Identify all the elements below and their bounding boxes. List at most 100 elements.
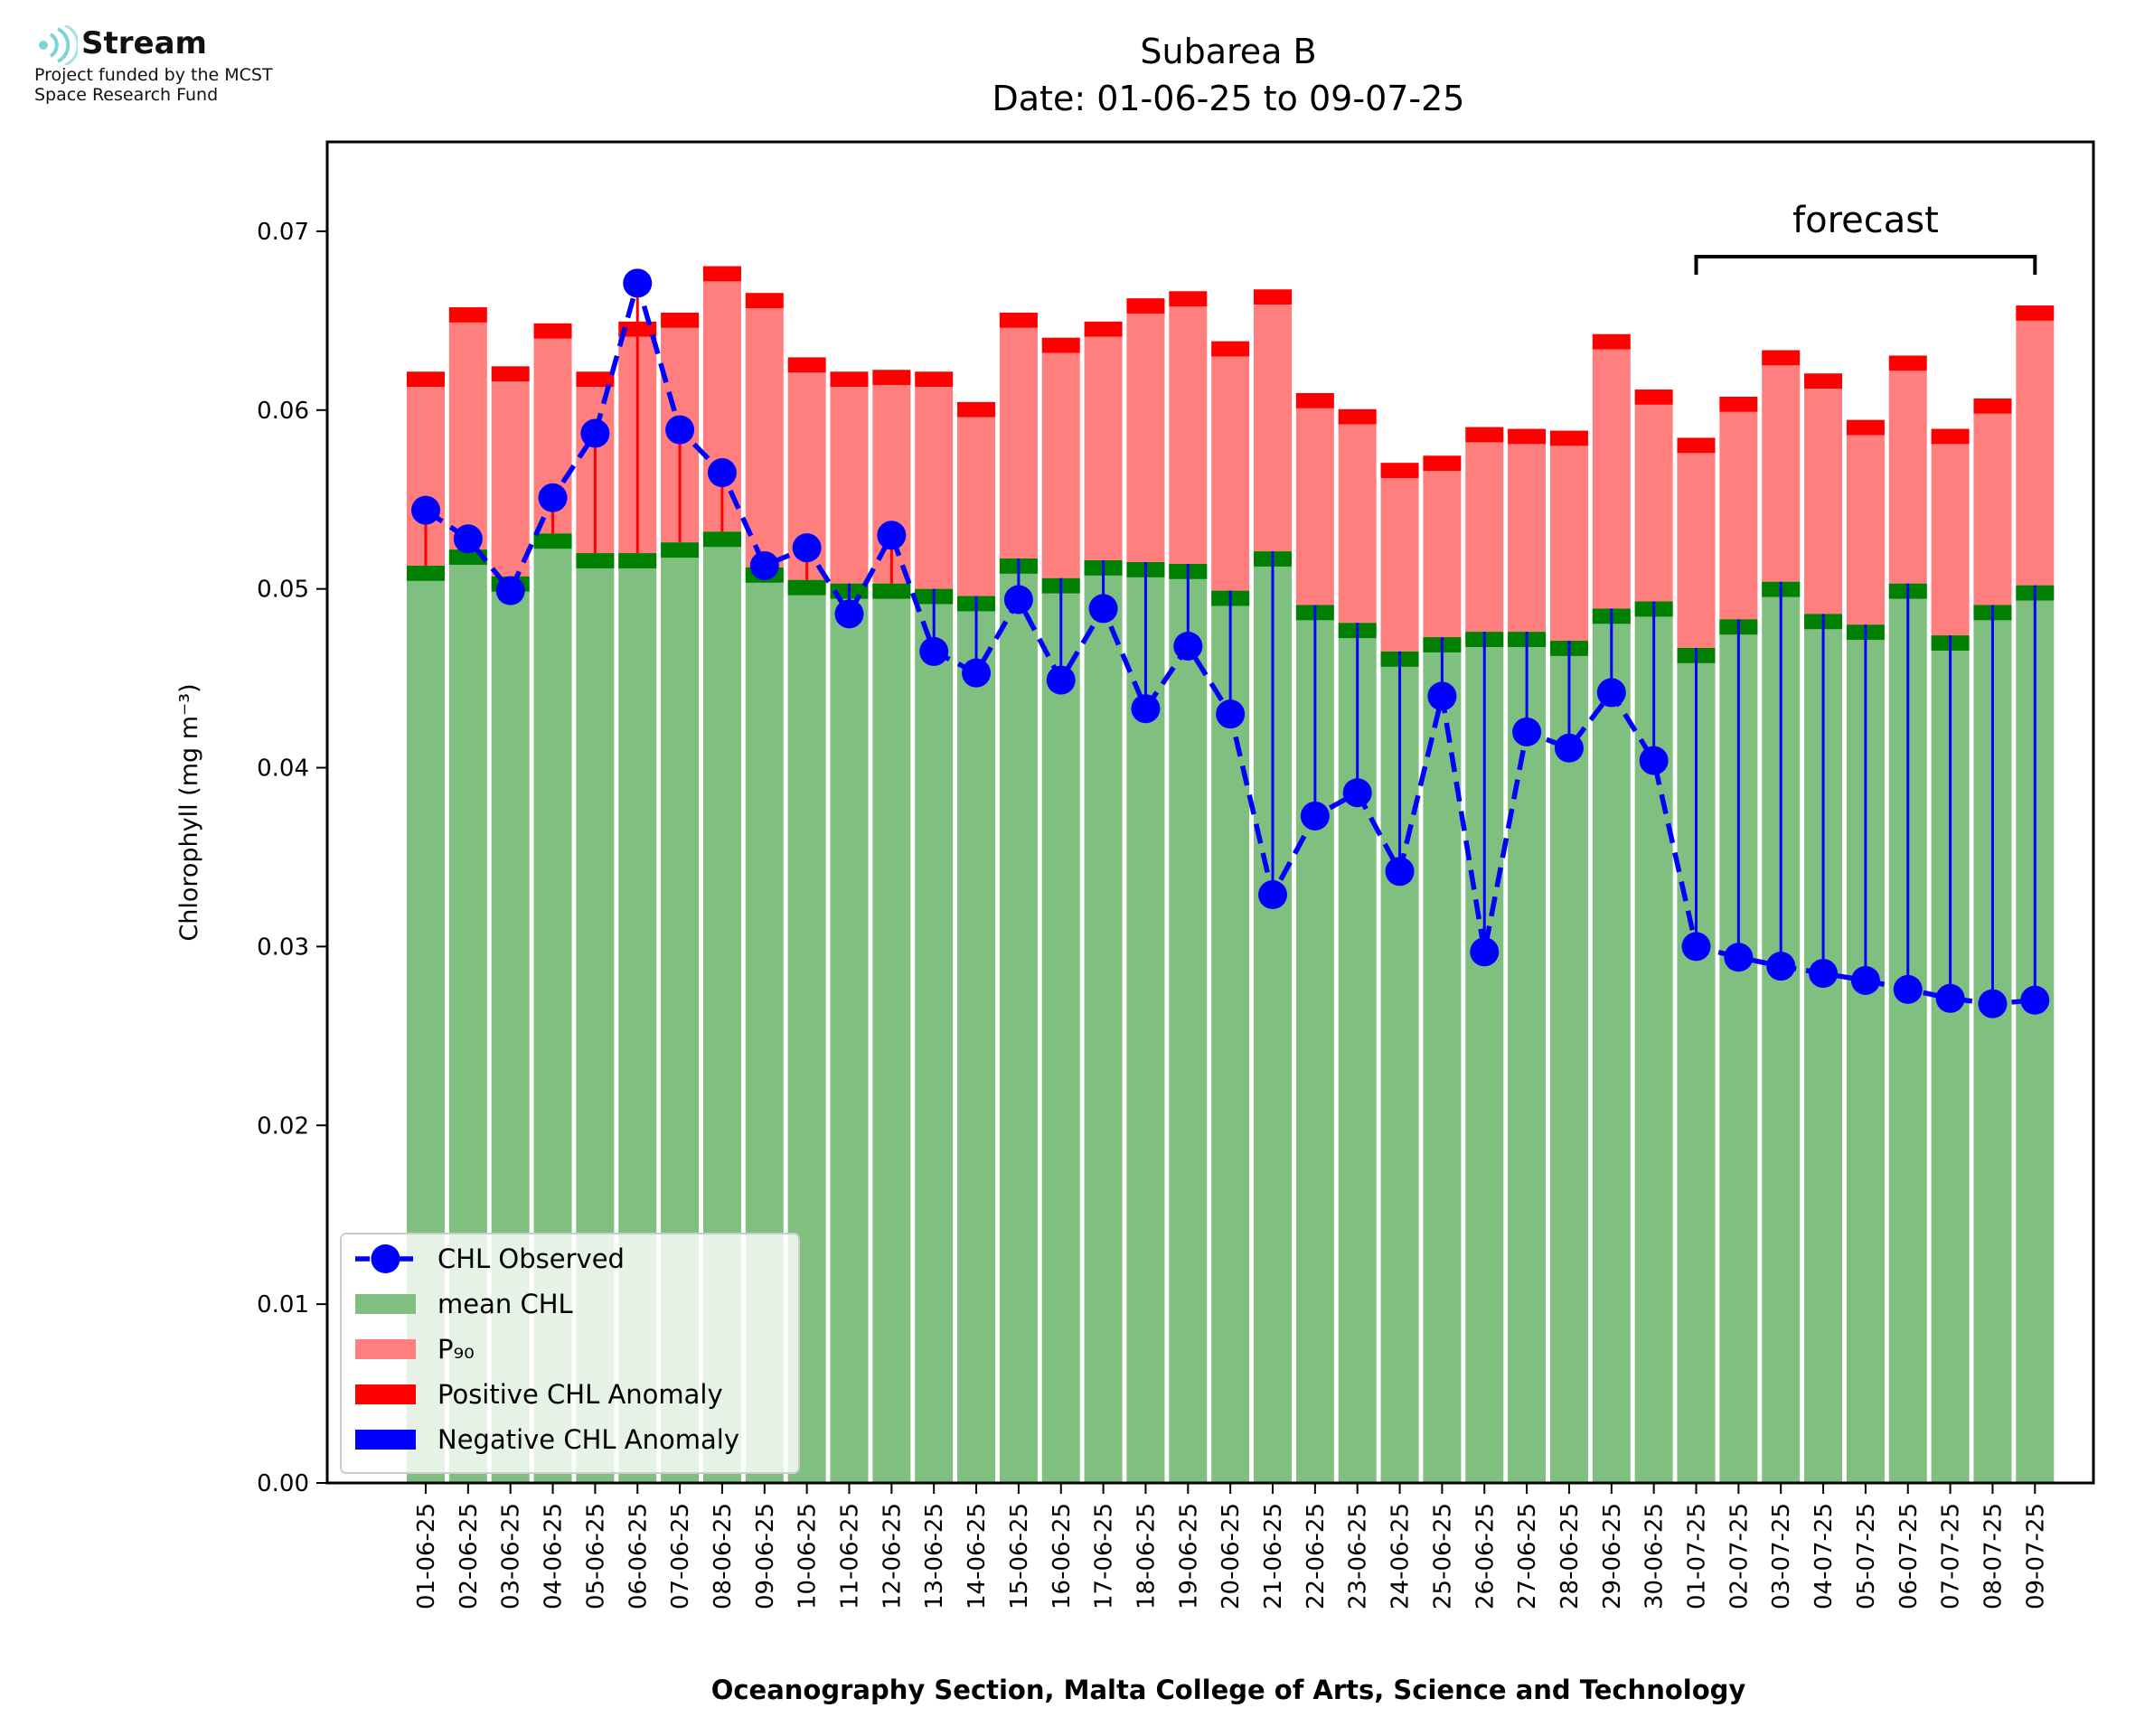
p90-marker xyxy=(1508,428,1547,445)
x-tick-label: 06-06-25 xyxy=(625,1503,652,1609)
p90-bar xyxy=(1380,477,1419,652)
chart-title: Subarea B xyxy=(1140,32,1316,71)
legend-swatch xyxy=(355,1384,416,1404)
legend-swatch xyxy=(355,1294,416,1314)
chart-subtitle: Date: 01-06-25 to 09-07-25 xyxy=(992,79,1465,118)
x-tick-label: 21-06-25 xyxy=(1260,1503,1287,1609)
p90-marker xyxy=(957,401,996,418)
chl-observed-point xyxy=(1512,717,1542,746)
p90-bar xyxy=(1719,411,1758,620)
chl-observed-point xyxy=(834,599,864,629)
chl-observed-point xyxy=(1300,801,1330,830)
p90-bar xyxy=(1295,408,1334,605)
plot-frame xyxy=(325,140,2095,1485)
mean-chl-bar xyxy=(957,596,996,1483)
p90-bar xyxy=(1762,365,1801,582)
p90-marker xyxy=(2016,305,2055,321)
chl-observed-point xyxy=(1809,959,1839,989)
x-tick-label: 03-06-25 xyxy=(498,1503,525,1609)
x-tick-label: 04-06-25 xyxy=(541,1503,568,1609)
p90-bar xyxy=(1931,444,1970,636)
p90-bar xyxy=(830,387,869,584)
p90-bar xyxy=(915,387,954,589)
p90-bar xyxy=(448,322,487,550)
p90-bar xyxy=(745,308,784,568)
mean-chl-bar xyxy=(1592,608,1631,1483)
mean-chl-bar xyxy=(872,583,911,1483)
x-tick-label: 19-06-25 xyxy=(1175,1503,1202,1609)
p90-bar xyxy=(1084,336,1123,561)
x-tick-label: 27-06-25 xyxy=(1514,1503,1541,1609)
x-tick-label: 05-06-25 xyxy=(582,1503,609,1609)
y-tick-label: 0.04 xyxy=(257,755,309,783)
x-tick-label: 02-07-25 xyxy=(1726,1503,1753,1609)
x-tick-label: 18-06-25 xyxy=(1133,1503,1160,1609)
y-tick-label: 0.03 xyxy=(257,934,309,961)
x-tick-label: 07-07-25 xyxy=(1938,1503,1965,1609)
x-tick-label: 25-06-25 xyxy=(1429,1503,1456,1609)
chl-observed-point xyxy=(1385,857,1415,887)
legend-box xyxy=(340,1233,800,1474)
p90-marker xyxy=(1931,428,1970,445)
x-tick-label: 08-07-25 xyxy=(1980,1503,2007,1609)
mean-chl-bar xyxy=(1549,641,1588,1483)
x-tick-label: 03-07-25 xyxy=(1768,1503,1795,1609)
x-tick-label: 17-06-25 xyxy=(1091,1503,1118,1609)
x-tick-label: 30-06-25 xyxy=(1641,1503,1669,1609)
x-tick-label: 24-06-25 xyxy=(1387,1503,1415,1609)
mean-chl-bar xyxy=(1423,637,1462,1483)
y-tick-label: 0.01 xyxy=(257,1291,309,1318)
p90-marker xyxy=(661,312,700,328)
x-tick-label: 16-06-25 xyxy=(1049,1503,1076,1609)
x-tick-label: 13-06-25 xyxy=(921,1503,948,1609)
axes-layer: 0.00 0.01 0.02 0.03 0.04 0.05 0.06 0.07 01-06-25… xyxy=(257,219,2049,1609)
p90-marker xyxy=(787,357,826,373)
chl-observed-point xyxy=(1258,880,1287,910)
p90-bar xyxy=(1211,356,1250,591)
chl-observed-point xyxy=(962,658,992,688)
y-tick-label: 0.07 xyxy=(257,219,309,246)
forecast-label: forecast xyxy=(1792,200,1939,241)
p90-bar xyxy=(1169,306,1208,564)
p90-marker xyxy=(872,370,911,386)
p90-bar xyxy=(1338,424,1377,624)
legend-observed-marker xyxy=(371,1244,400,1273)
p90-marker xyxy=(1465,427,1504,443)
x-tick-label: 11-06-25 xyxy=(837,1503,864,1609)
x-tick-label: 26-06-25 xyxy=(1472,1503,1499,1609)
y-tick-label: 0.02 xyxy=(257,1112,309,1140)
p90-bar xyxy=(999,327,1038,559)
mean-chl-bar xyxy=(1211,590,1250,1483)
chl-observed-point xyxy=(580,418,610,448)
chl-observed-point xyxy=(1427,681,1457,711)
chl-observed-point xyxy=(1554,733,1584,763)
mean-chl-marker xyxy=(787,579,826,596)
forecast-bracket-line xyxy=(1694,255,2037,275)
p90-bar xyxy=(1549,446,1588,642)
p90-marker xyxy=(491,366,530,382)
chl-observed-point xyxy=(1850,965,1880,995)
p90-marker xyxy=(1846,419,1885,436)
p90-marker xyxy=(1762,350,1801,366)
mean-chl-bar xyxy=(1169,563,1208,1483)
p90-marker xyxy=(1634,389,1673,405)
x-tick-label: 23-06-25 xyxy=(1345,1503,1372,1609)
p90-marker xyxy=(448,307,487,323)
p90-marker xyxy=(1041,337,1080,353)
x-tick-label: 14-06-25 xyxy=(964,1503,991,1609)
p90-bar xyxy=(1973,413,2012,605)
chl-observed-point xyxy=(1681,932,1711,962)
mean-chl-bar xyxy=(830,583,869,1483)
x-tick-label: 06-07-25 xyxy=(1895,1503,1923,1609)
p90-marker xyxy=(1592,333,1631,350)
p90-marker xyxy=(1254,289,1292,305)
p90-marker xyxy=(1804,373,1843,389)
p90-bar xyxy=(1846,435,1885,625)
p90-marker xyxy=(1295,393,1334,408)
chl-observed-point xyxy=(1131,694,1161,724)
y-tick-label: 0.00 xyxy=(257,1470,309,1497)
logo-name: Stream xyxy=(81,25,207,61)
p90-bar xyxy=(1126,313,1165,562)
p90-bar xyxy=(1677,453,1716,648)
